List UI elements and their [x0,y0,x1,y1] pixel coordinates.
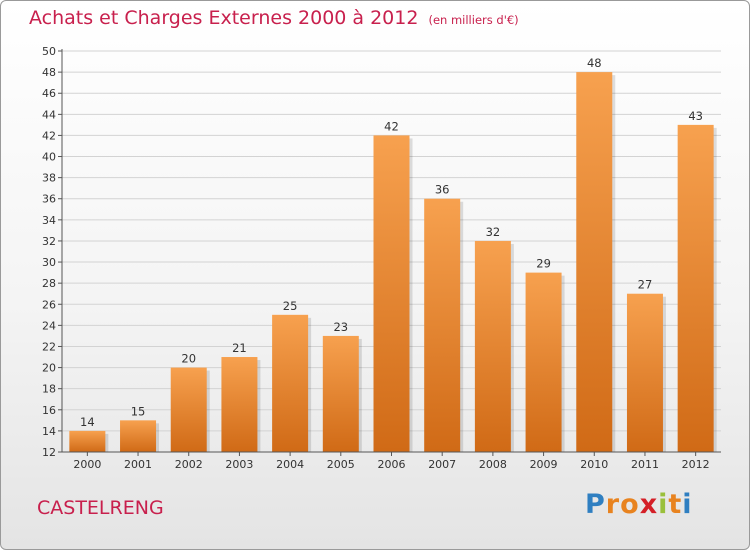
x-tick-label: 2000 [73,458,101,471]
data-label: 27 [638,278,653,292]
bar [170,367,207,452]
logo-letter: i [682,489,693,520]
bar [272,314,309,452]
y-tick-label: 26 [42,298,56,311]
chart-unit: (en milliers d'€) [428,13,519,27]
commune-name: CASTELRENG [37,497,164,519]
y-tick-label: 42 [42,129,56,142]
data-label: 20 [181,352,196,366]
x-tick-label: 2005 [327,458,355,471]
y-tick-label: 36 [42,193,56,206]
x-tick-label: 2009 [530,458,558,471]
x-tick-label: 2012 [682,458,710,471]
chart-title-text: Achats et Charges Externes 2000 à 2012 [29,7,419,29]
data-label: 36 [435,183,450,197]
bar [677,124,714,453]
y-tick-label: 14 [42,425,56,438]
logo-letter: r [605,489,621,520]
logo-letter: i [658,489,669,520]
y-tick-label: 50 [42,45,56,58]
x-tick-label: 2008 [479,458,507,471]
logo-letter: t [668,489,683,520]
bar [322,335,359,452]
y-tick-label: 48 [42,66,56,79]
x-tick-label: 2003 [225,458,253,471]
y-tick-label: 40 [42,151,56,164]
bar [525,272,562,452]
proxiti-logo[interactable]: Proxiti [585,489,693,520]
y-tick-label: 18 [42,383,56,396]
y-tick-label: 38 [42,172,56,185]
bar [626,293,663,452]
bar [221,357,258,452]
logo-letter: o [620,489,640,520]
y-tick-label: 28 [42,277,56,290]
logo-letter: x [639,489,659,520]
data-label: 29 [536,257,551,271]
data-label: 25 [283,299,298,313]
bar-layer: 14 15 20 21 25 23 42 36 32 29 48 27 43 [69,56,717,453]
bar [69,430,106,452]
data-label: 14 [80,415,95,429]
x-tick-label: 2006 [378,458,406,471]
y-tick-label: 12 [42,446,56,459]
y-tick-label: 20 [42,362,56,375]
y-tick-label: 44 [42,108,56,121]
bar [424,198,461,452]
data-label: 15 [131,404,146,418]
axis-layer: 12 14 16 18 20 22 24 26 28 30 32 34 36 38 40 42 44 46 48 50… [42,45,721,471]
x-tick-label: 2004 [276,458,304,471]
bar [474,240,511,452]
data-label: 21 [232,341,247,355]
bar [120,420,157,452]
data-label: 32 [486,225,501,239]
x-tick-label: 2002 [175,458,203,471]
data-label: 48 [587,56,602,70]
data-label: 42 [384,119,399,133]
x-tick-label: 2001 [124,458,152,471]
y-tick-label: 24 [42,319,56,332]
x-tick-label: 2011 [631,458,659,471]
y-tick-label: 34 [42,214,56,227]
y-tick-label: 32 [42,235,56,248]
y-tick-label: 22 [42,340,56,353]
bar [576,72,613,453]
data-label: 43 [688,109,703,123]
bar [373,135,410,452]
x-tick-label: 2007 [428,458,456,471]
data-label: 23 [333,320,348,334]
y-tick-label: 30 [42,256,56,269]
chart-title: Achats et Charges Externes 2000 à 2012 (e… [29,7,519,29]
x-tick-label: 2010 [580,458,608,471]
logo-letter: P [585,489,606,520]
y-tick-label: 16 [42,404,56,417]
y-tick-label: 46 [42,87,56,100]
